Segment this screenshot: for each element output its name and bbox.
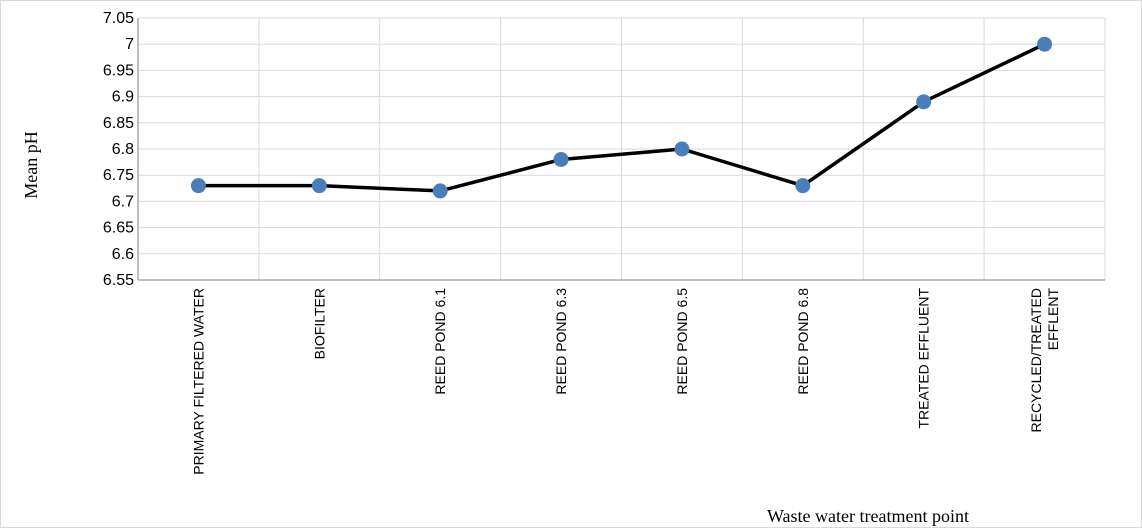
y-tick-label: 6.8 bbox=[112, 141, 134, 158]
data-point bbox=[674, 141, 690, 157]
x-category-label: PRIMARY FILTERED WATER bbox=[190, 288, 206, 475]
data-point bbox=[311, 178, 327, 194]
y-tick-labels: 6.55 6.6 6.65 6.7 6.75 6.8 6.85 6.9 6.95 7 7.05 bbox=[103, 10, 134, 289]
data-point bbox=[916, 94, 932, 110]
x-axis-title: Waste water treatment point bbox=[767, 506, 969, 526]
y-tick-label: 7.05 bbox=[103, 10, 134, 27]
axes bbox=[137, 18, 1105, 281]
y-tick-label: 6.9 bbox=[112, 89, 134, 106]
x-category-label: REED POND 6.8 bbox=[795, 288, 811, 395]
y-tick-label: 6.6 bbox=[112, 246, 134, 263]
data-point bbox=[795, 178, 811, 194]
data-point bbox=[432, 183, 448, 199]
data-point bbox=[190, 178, 206, 194]
y-tick-label: 7 bbox=[125, 36, 134, 53]
x-category-label: TREATED EFFLUENT bbox=[916, 288, 932, 429]
y-tick-label: 6.85 bbox=[103, 115, 134, 132]
data-point bbox=[553, 151, 569, 167]
x-category-label: REED POND 6.3 bbox=[553, 288, 569, 395]
data-point bbox=[1037, 36, 1053, 52]
x-category-label: REED POND 6.1 bbox=[432, 288, 448, 395]
y-tick-label: 6.95 bbox=[103, 62, 134, 79]
x-category-label: RECYCLED/TREATED bbox=[1028, 288, 1044, 432]
y-tick-label: 6.65 bbox=[103, 220, 134, 237]
y-tick-label: 6.75 bbox=[103, 167, 134, 184]
y-axis-title: Mean pH bbox=[21, 131, 41, 198]
series bbox=[190, 36, 1053, 199]
series-line bbox=[198, 42, 1046, 193]
x-category-label: BIOFILTER bbox=[311, 288, 327, 359]
y-tick-label: 6.7 bbox=[112, 193, 134, 210]
x-category-label: REED POND 6.5 bbox=[674, 288, 690, 395]
x-category-label: EFFLENT bbox=[1045, 288, 1061, 351]
x-category-labels: PRIMARY FILTERED WATER BIOFILTER REED POND… bbox=[190, 288, 1061, 475]
y-tick-label: 6.55 bbox=[103, 272, 134, 289]
